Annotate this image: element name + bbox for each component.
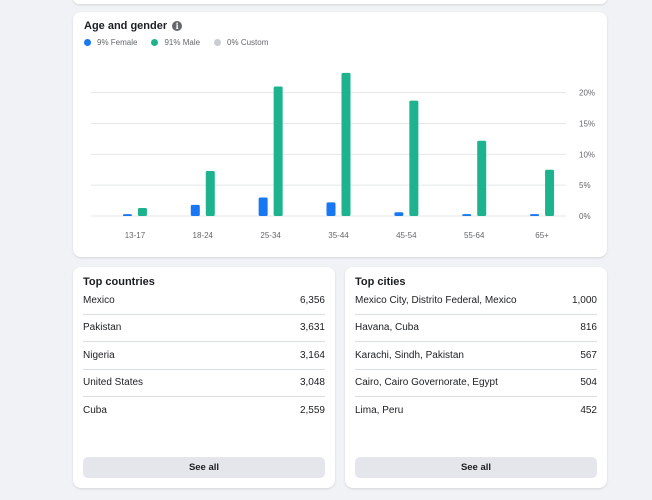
top-cities-title: Top cities: [355, 276, 406, 288]
legend-label-female: 9% Female: [97, 38, 138, 47]
x-tick-label: 45-54: [396, 231, 417, 240]
country-value: 6,356: [299, 294, 325, 306]
legend-label-custom: 0% Custom: [227, 38, 269, 47]
previous-card: [73, 0, 607, 4]
legend-dot-male: [151, 39, 159, 46]
info-icon[interactable]: i: [172, 21, 183, 31]
city-name: Havana, Cuba: [355, 322, 419, 334]
city-name: Mexico City, Distrito Federal, Mexico: [355, 294, 517, 306]
top-countries-list: Mexico 6,356 Pakistan 3,631 Nigeria 3,164 U…: [83, 287, 325, 425]
x-tick-label: 13-17: [125, 231, 146, 240]
y-tick-label: 0%: [579, 212, 591, 221]
y-tick-label: 20%: [579, 89, 595, 98]
age-gender-chart: 0% 5% 10% 15% 20% 13-17 18-24 25-34 35-44 45-54 55…: [91, 72, 595, 240]
see-all-cities-button[interactable]: See all: [355, 457, 597, 478]
city-name: Karachi, Sindh, Pakistan: [355, 349, 464, 361]
x-tick-label: 25-34: [260, 231, 281, 240]
age-gender-title-row: Age and gender i: [84, 20, 183, 32]
x-tick-label: 18-24: [193, 231, 214, 240]
bar-male-18-24[interactable]: [205, 170, 215, 216]
city-value: 567: [580, 349, 597, 361]
bar-male-45-54[interactable]: [409, 100, 419, 216]
bar-male-25-34[interactable]: [273, 86, 283, 217]
age-gender-card: Age and gender i 9% Female 91% Male 0% C…: [73, 12, 607, 257]
legend-label-male: 91% Male: [164, 38, 201, 47]
age-gender-title: Age and gender: [84, 20, 168, 32]
list-item: Karachi, Sindh, Pakistan 567: [355, 342, 597, 370]
list-item: Havana, Cuba 816: [355, 315, 597, 342]
legend-item-custom: 0% Custom: [214, 38, 268, 47]
see-all-countries-button[interactable]: See all: [83, 457, 325, 478]
list-item: Mexico City, Distrito Federal, Mexico 1,0…: [355, 287, 597, 315]
top-cities-list: Mexico City, Distrito Federal, Mexico 1,0…: [355, 287, 597, 425]
bar-female-13-17[interactable]: [122, 214, 132, 216]
list-item: Nigeria 3,164: [83, 342, 325, 370]
bar-female-25-34[interactable]: [258, 197, 268, 217]
country-value: 2,559: [299, 405, 325, 417]
country-value: 3,164: [299, 349, 325, 361]
country-name: United States: [83, 377, 144, 389]
bar-female-35-44[interactable]: [326, 202, 336, 216]
top-cities-card: Top cities Mexico City, Distrito Federal…: [345, 267, 607, 488]
y-tick-label: 15%: [579, 120, 595, 129]
city-value: 816: [580, 322, 597, 334]
city-value: 452: [580, 405, 597, 417]
bar-female-18-24[interactable]: [190, 204, 200, 216]
country-value: 3,048: [299, 377, 325, 389]
bar-female-55-64[interactable]: [462, 214, 472, 216]
bar-male-55-64[interactable]: [477, 140, 487, 216]
y-tick-label: 5%: [579, 181, 591, 190]
top-countries-title: Top countries: [83, 276, 155, 288]
country-name: Mexico: [83, 294, 115, 306]
top-countries-card: Top countries Mexico 6,356 Pakistan 3,631 …: [73, 267, 335, 488]
list-item: United States 3,048: [83, 370, 325, 397]
city-name: Lima, Peru: [355, 405, 404, 417]
country-name: Cuba: [83, 405, 107, 417]
country-name: Pakistan: [83, 322, 122, 334]
legend-dot-female: [84, 39, 91, 46]
city-value: 1,000: [571, 294, 597, 306]
legend-item-female: 9% Female: [84, 38, 137, 47]
bar-male-35-44[interactable]: [341, 72, 351, 216]
bar-male-13-17[interactable]: [137, 207, 147, 216]
y-tick-label: 10%: [579, 150, 595, 159]
list-item: Lima, Peru 452: [355, 397, 597, 425]
country-name: Nigeria: [83, 349, 115, 361]
city-value: 504: [580, 377, 597, 389]
list-item: Cairo, Cairo Governorate, Egypt 504: [355, 370, 597, 397]
list-item: Pakistan 3,631: [83, 315, 325, 342]
bar-male-65+[interactable]: [545, 169, 555, 216]
x-tick-label: 35-44: [328, 231, 349, 240]
x-tick-label: 55-64: [464, 231, 485, 240]
country-value: 3,631: [299, 322, 325, 334]
chart-legend: 9% Female 91% Male 0% Custom: [84, 38, 282, 47]
list-item: Mexico 6,356: [83, 287, 325, 315]
list-item: Cuba 2,559: [83, 397, 325, 425]
bar-female-45-54[interactable]: [394, 212, 404, 216]
legend-item-male: 91% Male: [151, 38, 200, 47]
legend-dot-custom: [214, 39, 222, 46]
city-name: Cairo, Cairo Governorate, Egypt: [355, 377, 498, 389]
x-tick-label: 65+: [535, 231, 549, 240]
bar-female-65+[interactable]: [530, 214, 540, 216]
